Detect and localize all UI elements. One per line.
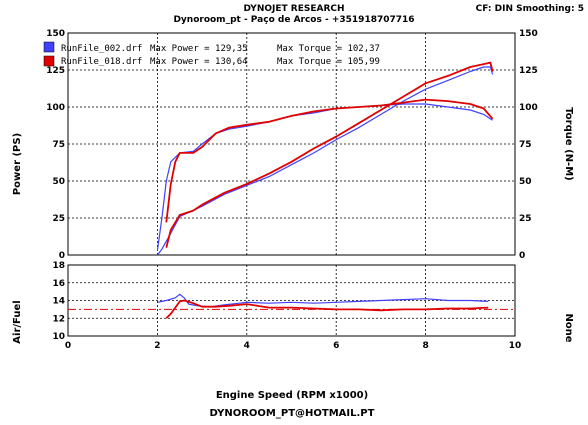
legend-power-run1: Max Power = 129,35 [150, 44, 248, 54]
series-line-torque-run1 [156, 103, 493, 251]
y-right-tick-label: 150 [519, 29, 538, 39]
y-tick-label: 25 [52, 214, 65, 224]
y-right-tick-label: 50 [519, 177, 532, 187]
x-tick-label: 0 [65, 341, 71, 351]
legend-swatch-run1 [43, 41, 55, 53]
power-axis-label: Power (PS) [12, 133, 23, 195]
series-line-air_fuel-run2 [165, 299, 489, 319]
y-tick-label: 0 [59, 251, 65, 261]
chart-settings: CF: DIN Smoothing: 5 [476, 4, 584, 14]
torque-axis-label: Torque (N-M) [563, 107, 574, 180]
x-tick-label: 10 [509, 341, 522, 351]
y-tick-label: 50 [52, 177, 65, 187]
x-axis-label: Engine Speed (RPM x1000) [216, 390, 368, 401]
y-tick-label: 100 [46, 103, 65, 113]
series-line-torque-run2 [165, 98, 494, 223]
series-line-power-run1 [156, 66, 494, 256]
legend: RunFile_002.drf Max Power = 129,35 Max T… [43, 41, 380, 67]
y-tick-label: 12 [52, 314, 65, 324]
x-tick-label: 4 [244, 341, 250, 351]
x-tick-label: 6 [333, 341, 339, 351]
afr-axis-label: Air/Fuel [12, 300, 23, 343]
chart-subtitle: Dynoroom_pt - Paço de Arcos - +351918707… [173, 15, 414, 25]
legend-torque-run2: Max Torque = 105,99 [277, 57, 380, 67]
legend-file-run1: RunFile_002.drf [61, 44, 142, 54]
y-tick-label: 14 [52, 297, 65, 307]
x-tick-label: 2 [154, 341, 160, 351]
y-right-tick-label: 0 [519, 251, 525, 261]
legend-power-run2: Max Power = 130,64 [150, 57, 248, 67]
legend-file-run2: RunFile_018.drf [61, 57, 142, 67]
y-tick-label: 16 [52, 279, 65, 289]
afr-right-axis-label: None [563, 313, 574, 342]
y-right-tick-label: 25 [519, 214, 532, 224]
footer-email: DYNOROOM_PT@HOTMAIL.PT [210, 408, 375, 419]
y-right-tick-label: 75 [519, 140, 532, 150]
y-right-tick-label: 100 [519, 103, 538, 113]
y-tick-label: 18 [52, 261, 65, 271]
y-tick-label: 125 [46, 66, 65, 76]
y-tick-label: 10 [52, 332, 65, 342]
y-tick-label: 75 [52, 140, 65, 150]
y-tick-label: 150 [46, 29, 65, 39]
chart-title: DYNOJET RESEARCH [243, 4, 344, 14]
series-line-air_fuel-run1 [157, 293, 489, 308]
legend-torque-run1: Max Torque = 102,37 [277, 44, 380, 54]
series-line-power-run2 [165, 61, 494, 248]
x-tick-label: 8 [422, 341, 428, 351]
legend-swatch-run2 [43, 55, 55, 67]
y-right-tick-label: 125 [519, 66, 538, 76]
